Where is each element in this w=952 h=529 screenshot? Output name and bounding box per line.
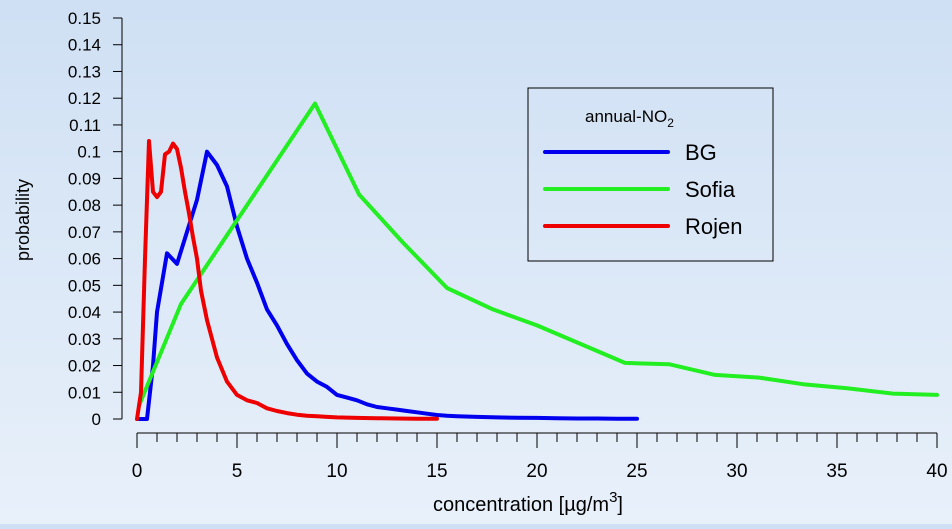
series-line-sofia xyxy=(137,101,939,408)
y-tick-label: 0.12 xyxy=(68,89,101,108)
y-tick-label: 0.01 xyxy=(68,383,101,402)
series-lines xyxy=(135,101,939,421)
legend-box xyxy=(527,87,774,262)
x-tick-label: 15 xyxy=(426,461,447,482)
legend-label-bg: BG xyxy=(685,140,717,165)
y-tick-label: 0.09 xyxy=(68,169,101,188)
y-tick-label: 0.1 xyxy=(77,143,101,162)
y-tick-label: 0.15 xyxy=(68,9,101,28)
y-tick-label: 0.07 xyxy=(68,223,101,242)
axes: 0 0.01 0.02 0.03 0.04 0.05 0.06 0.07 0.08 0.09 0.1… xyxy=(68,9,948,482)
y-tick-label: 0.03 xyxy=(68,330,101,349)
series-line-rojen xyxy=(135,139,439,421)
x-axis-label: concentration [µg/m3] xyxy=(433,489,623,516)
series-line-bg xyxy=(137,149,639,421)
y-tick-label: 0.11 xyxy=(69,116,101,135)
x-tick-label: 10 xyxy=(326,461,347,482)
legend-label-sofia: Sofia xyxy=(685,177,736,202)
y-tick-label: 0.02 xyxy=(68,357,101,376)
legend-title: annual-NO2 xyxy=(585,107,674,130)
x-tick-label: 20 xyxy=(526,461,547,482)
y-tick-label: 0 xyxy=(92,410,101,429)
y-tick-label: 0.04 xyxy=(68,303,101,322)
x-tick-label: 35 xyxy=(826,461,847,482)
y-axis-label: probability xyxy=(13,179,33,261)
x-tick-label: 30 xyxy=(726,461,747,482)
y-tick-label: 0.13 xyxy=(68,62,101,81)
x-tick-label: 40 xyxy=(926,461,947,482)
y-tick-label: 0.05 xyxy=(68,276,101,295)
y-tick-label: 0.14 xyxy=(68,36,101,55)
y-tick-label: 0.08 xyxy=(68,196,101,215)
legend: annual-NO2 BG Sofia Rojen xyxy=(527,87,774,262)
y-tick-label: 0.06 xyxy=(68,250,101,269)
legend-label-rojen: Rojen xyxy=(685,214,742,239)
x-tick-label: 5 xyxy=(232,461,243,482)
x-tick-label: 25 xyxy=(626,461,647,482)
x-tick-label: 0 xyxy=(132,461,143,482)
